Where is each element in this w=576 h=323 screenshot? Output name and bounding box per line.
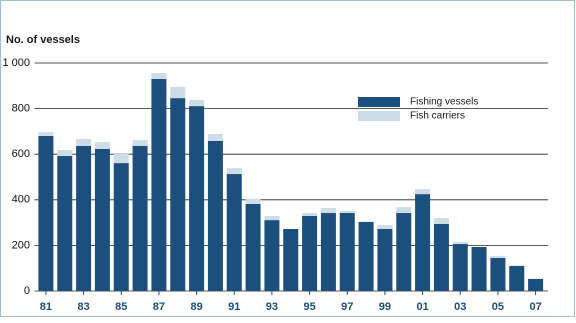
x-tick-label: 99 [379, 301, 391, 313]
x-tick-label: 07 [529, 301, 541, 313]
bar-segment [245, 198, 261, 204]
bar-segment [76, 138, 92, 146]
x-tick-label: 97 [341, 301, 353, 313]
bar-segment [57, 150, 73, 157]
bar-segment [528, 278, 544, 291]
bar-segment [377, 228, 393, 291]
x-tick-label: 05 [492, 301, 504, 313]
bar-segment [490, 257, 506, 291]
bar-segment [433, 223, 449, 291]
bar-segment [433, 218, 449, 224]
bar-segment [452, 241, 468, 245]
bar-segment [264, 215, 280, 221]
bar-segment [151, 78, 167, 292]
bar-segment [396, 207, 412, 214]
legend-swatch [358, 97, 400, 107]
bar-segment [320, 213, 336, 291]
bar-segment [189, 106, 205, 291]
x-tick-label: 89 [190, 301, 202, 313]
bar-segment [94, 142, 110, 149]
y-tick-label: 0 [24, 285, 30, 297]
bar-segment [189, 99, 205, 107]
bar-segment [245, 203, 261, 291]
x-tick-label: 03 [454, 301, 466, 313]
bar-segment [226, 168, 242, 175]
bar-segment [452, 244, 468, 291]
bar-segment [170, 86, 186, 99]
x-tick-label: 01 [416, 301, 428, 313]
bar-segment [339, 213, 355, 291]
bar-segment [415, 189, 431, 195]
legend-label: Fishing vessels [410, 97, 478, 108]
bar-segment [94, 148, 110, 291]
bar-segment [377, 225, 393, 229]
bar-segment [170, 98, 186, 291]
bar-segment [302, 213, 318, 216]
bar-segment [339, 210, 355, 214]
bar-segment [132, 145, 148, 291]
bar-segment [358, 221, 374, 291]
bar-segment [415, 194, 431, 291]
bar-segment [113, 153, 129, 164]
bar-segment [320, 208, 336, 214]
bar-segment [283, 228, 299, 291]
bar-segment [471, 246, 487, 291]
bar-segment [490, 255, 506, 258]
bar-segment [207, 133, 223, 141]
bar-segment [207, 140, 223, 291]
y-tick-label: 800 [12, 103, 30, 115]
bar-segment [113, 163, 129, 291]
y-tick-label: 200 [12, 239, 30, 251]
x-tick-label: 85 [115, 301, 127, 313]
y-tick-label: 600 [12, 148, 30, 160]
bar-segment [226, 174, 242, 291]
x-tick-label: 93 [266, 301, 278, 313]
bar-segment [396, 213, 412, 291]
bar-segment [264, 220, 280, 291]
bar-segment [76, 145, 92, 291]
bar-segment [38, 132, 54, 136]
bar-segment [38, 135, 54, 291]
bar-segment [509, 265, 525, 291]
bar-segment [132, 140, 148, 146]
x-tick-label: 91 [228, 301, 240, 313]
y-tick-label: 1 000 [2, 57, 30, 69]
x-tick-label: 81 [40, 301, 52, 313]
legend-swatch [358, 111, 400, 121]
bar-segment [57, 156, 73, 291]
frame [0, 0, 575, 317]
legend-label: Fish carriers [410, 111, 465, 122]
y-tick-label: 400 [12, 194, 30, 206]
chart-title: No. of vessels [6, 34, 80, 46]
x-tick-label: 87 [153, 301, 165, 313]
bar-segment [151, 73, 167, 79]
x-tick-label: 95 [303, 301, 315, 313]
bar-segment [302, 215, 318, 291]
x-tick-label: 83 [77, 301, 89, 313]
